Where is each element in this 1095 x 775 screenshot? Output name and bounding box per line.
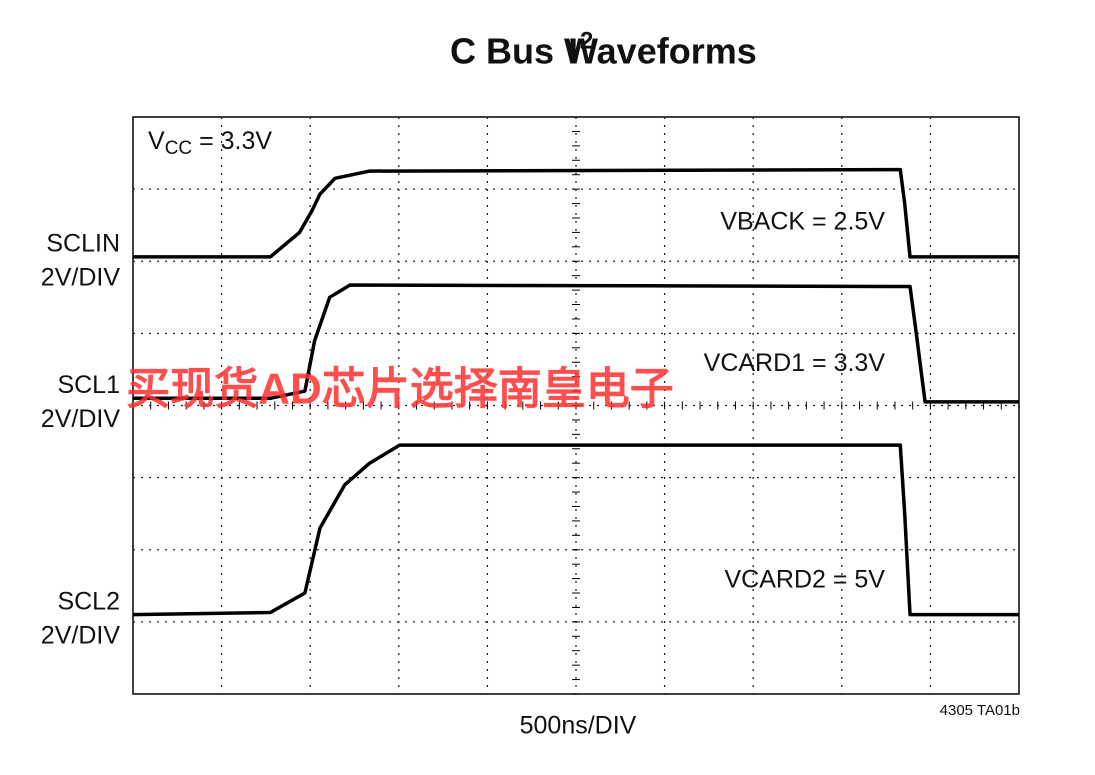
trace-scale: 2V/DIV (41, 264, 121, 292)
trace-annotation: VBACK = 2.5V (720, 208, 885, 236)
trace-annotation: VCARD1 = 3.3V (704, 349, 886, 377)
waveform-trace (133, 283, 1019, 404)
trace-name: SCLIN (46, 230, 120, 258)
figure-id: 4305 TA01b (940, 702, 1020, 719)
trace-scale: 2V/DIV (41, 621, 121, 649)
trace-name: SCL2 (57, 587, 120, 615)
watermark: 买现货AD芯片选择南皇电子 (126, 365, 674, 414)
trace-scale: 2V/DIV (41, 405, 121, 433)
chart-title-superscript: 2 (580, 27, 593, 54)
trace-annotation: VCARD2 = 5V (725, 565, 886, 593)
x-axis-label: 500ns/DIV (520, 712, 637, 740)
waveform-trace (132, 443, 1019, 617)
chart-title-rest: C Bus Waveforms (450, 31, 757, 72)
waveform-trace (133, 167, 1019, 259)
supply-label: VCC = 3.3V (148, 127, 272, 159)
chart-title: I (568, 31, 578, 72)
center-ticks (132, 116, 1020, 695)
trace-name: SCL1 (57, 371, 120, 399)
